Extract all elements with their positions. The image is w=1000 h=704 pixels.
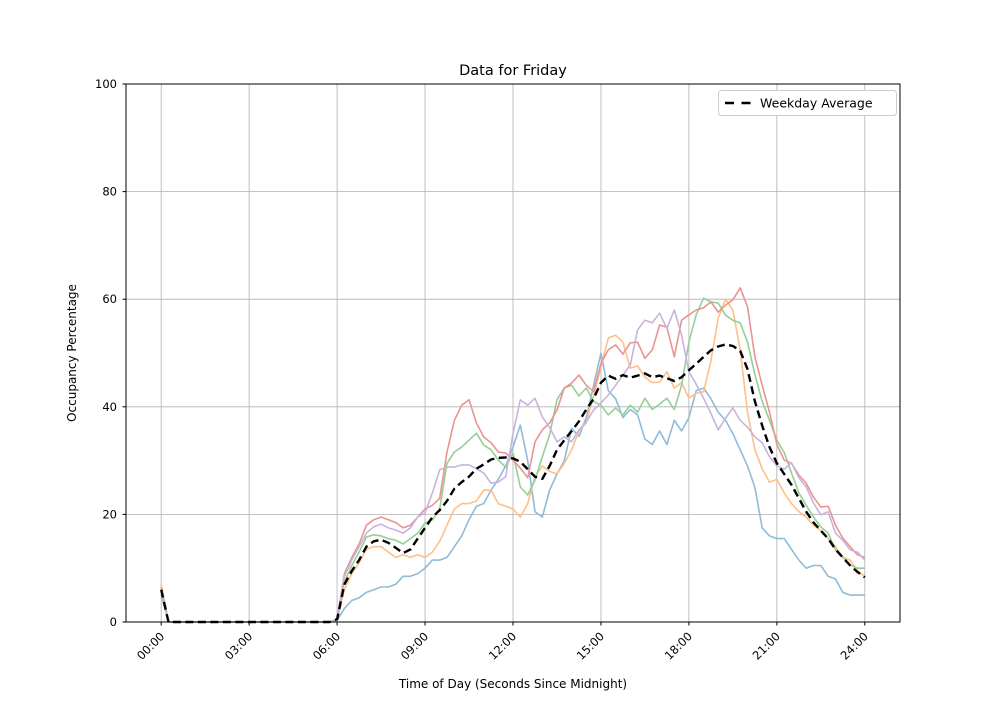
x-tick-label: 00:00 [134, 629, 167, 662]
legend-box [718, 90, 897, 116]
y-tick-label: 20 [102, 507, 117, 521]
chart-title: Data for Friday [459, 63, 567, 79]
x-tick-label: 15:00 [574, 629, 607, 662]
x-tick-label: 12:00 [486, 629, 519, 662]
x-tick-label: 03:00 [222, 629, 255, 662]
x-tick-label: 21:00 [750, 629, 783, 662]
x-tick-label: 24:00 [838, 629, 871, 662]
x-axis-label: Time of Day (Seconds Since Midnight) [398, 677, 627, 691]
x-tick-label: 06:00 [310, 629, 343, 662]
y-tick-label: 0 [110, 615, 117, 629]
legend: Weekday Average [718, 90, 897, 116]
legend-label: Weekday Average [760, 96, 873, 111]
y-axis-label: Occupancy Percentage [65, 284, 79, 422]
y-tick-label: 100 [95, 77, 117, 91]
y-tick-label: 80 [102, 185, 117, 199]
y-tick-label: 60 [102, 292, 117, 306]
y-tick-label: 40 [102, 400, 117, 414]
x-tick-label: 18:00 [662, 629, 695, 662]
x-tick-label: 09:00 [398, 629, 431, 662]
grid-lines [126, 83, 900, 623]
